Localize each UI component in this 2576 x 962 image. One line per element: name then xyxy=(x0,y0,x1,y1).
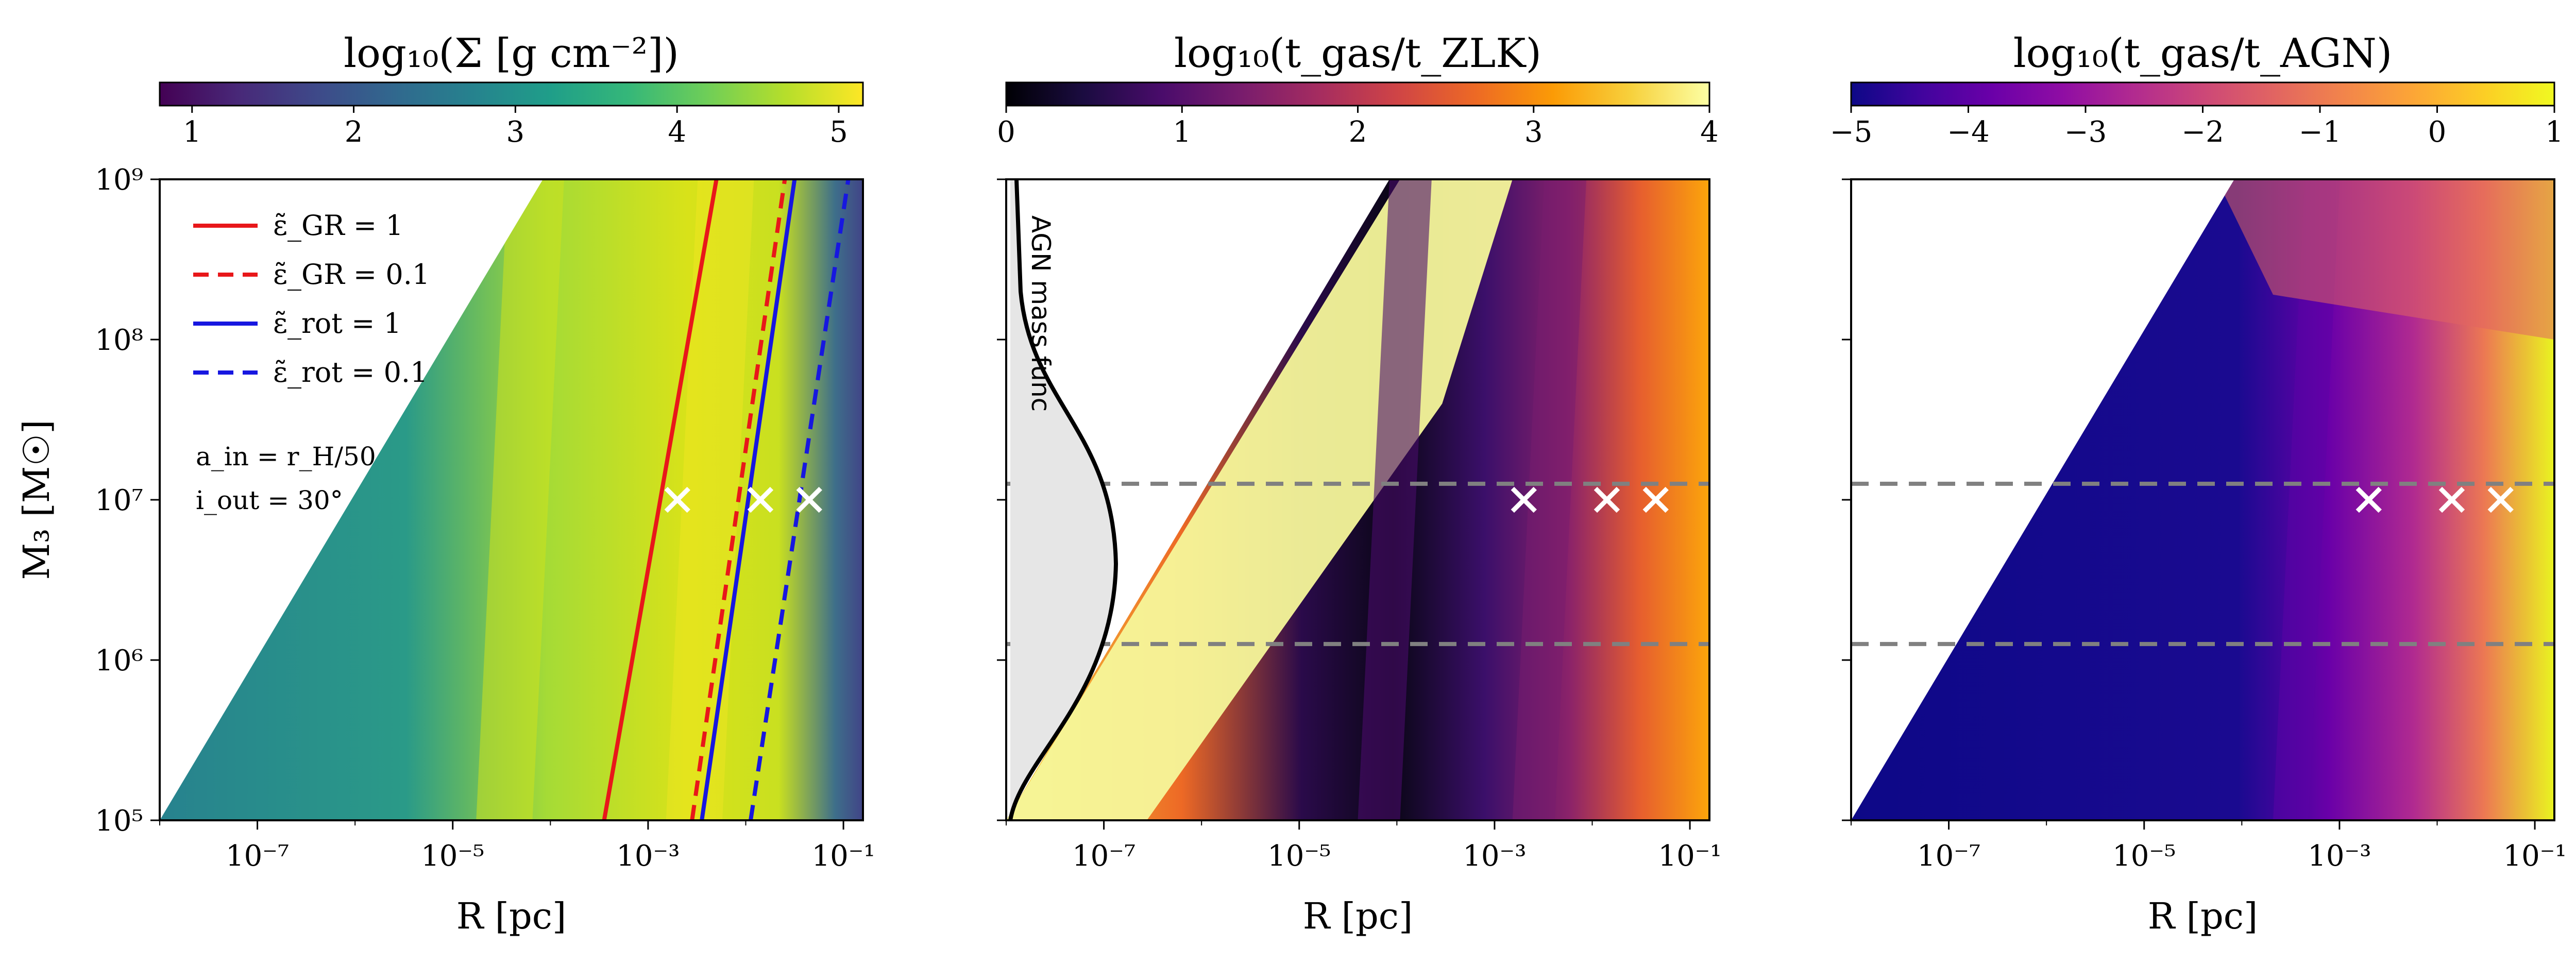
line--_GR-1 xyxy=(602,179,719,821)
colorbar xyxy=(159,81,864,107)
x-marker xyxy=(1594,486,1620,513)
colorbar-tick-label: 5 xyxy=(829,115,848,149)
x-marker xyxy=(2487,486,2514,513)
agn-mass-function-fill xyxy=(1010,179,1116,820)
legend-label: ε̃_rot = 0.1 xyxy=(273,356,428,389)
x-marker xyxy=(664,486,690,513)
colorbar-tick-label: 4 xyxy=(1700,115,1719,149)
heatmap-band xyxy=(476,179,564,820)
y-tick-label: 10⁷ xyxy=(95,484,143,517)
heatmap-band xyxy=(2273,179,2340,820)
x-tick-label: 10⁻¹ xyxy=(811,839,875,873)
panel-left: 1 2 3 4 5 log₁₀(Σ [g cm⁻²]) ε̃_GR = 1 ε̃_GR = 0… xyxy=(15,30,875,937)
panel-right: −5 −4 −3 −2 −1 0 1 log₁₀(t_gas/t_AGN) 10⁻⁷ 10⁻⁵ 10… xyxy=(1830,30,2567,937)
colorbar-tick-label: 1 xyxy=(183,115,201,149)
colorbar-tick-label: 1 xyxy=(1173,115,1191,149)
colorbar-tick-label: 3 xyxy=(1524,115,1543,149)
colorbar-tick-label: −2 xyxy=(2181,115,2224,149)
heatmap-band xyxy=(1512,179,1587,820)
colorbar-tick-label: −4 xyxy=(1947,115,1990,149)
x-tick-label: 10⁻³ xyxy=(2308,839,2371,873)
x-tick-label: 10⁻⁵ xyxy=(421,839,484,873)
x-axis-label: R [pc] xyxy=(2148,895,2258,937)
x-tick-label: 10⁻¹ xyxy=(2503,839,2566,873)
colorbar-tick-label: 3 xyxy=(506,115,525,149)
upper-region xyxy=(2216,179,2554,340)
panel-middle: 0 1 2 3 4 log₁₀(t_gas/t_ZLK) AGN mass func 10⁻⁷… xyxy=(997,30,1722,937)
colorbar-title: log₁₀(t_gas/t_ZLK) xyxy=(1174,30,1541,77)
y-tick-label: 10⁶ xyxy=(95,644,143,678)
x-axis-label: R [pc] xyxy=(1303,895,1413,937)
colorbar-tick-label: 0 xyxy=(997,115,1015,149)
colorbar-tick-label: 2 xyxy=(345,115,363,149)
x-marker xyxy=(1642,486,1669,513)
heatmap-band xyxy=(666,179,754,820)
x-marker xyxy=(747,486,774,513)
x-marker xyxy=(2438,486,2465,513)
legend-label: ε̃_GR = 1 xyxy=(273,209,403,242)
x-tick-label: 10⁻⁵ xyxy=(1267,839,1331,873)
colorbar-tick-label: 4 xyxy=(668,115,686,149)
y-tick-label: 10⁵ xyxy=(95,804,143,838)
x-tick-label: 10⁻⁷ xyxy=(226,839,289,873)
colorbar-tick-label: 0 xyxy=(2428,115,2447,149)
heatmap-band xyxy=(1358,179,1432,820)
x-tick-label: 10⁻³ xyxy=(616,839,680,873)
agn-mass-function-curve xyxy=(1008,179,1118,821)
agn-mass-function-label: AGN mass func xyxy=(1026,215,1056,412)
colorbar-title: log₁₀(Σ [g cm⁻²]) xyxy=(344,30,679,77)
colorbar-tick-label: 1 xyxy=(2545,115,2564,149)
annotation: a_in = r_H/50 xyxy=(196,442,376,471)
legend-label: ε̃_rot = 1 xyxy=(273,307,401,340)
colorbar-tick-label: −3 xyxy=(2064,115,2107,149)
x-axis-label: R [pc] xyxy=(456,895,567,937)
y-axis-label: M₃ [M☉] xyxy=(15,419,58,580)
colorbar-title: log₁₀(t_gas/t_AGN) xyxy=(2013,30,2393,77)
annotation: i_out = 30° xyxy=(196,485,343,515)
x-tick-label: 10⁻³ xyxy=(1463,839,1526,873)
x-tick-label: 10⁻⁷ xyxy=(1917,839,1980,873)
x-marker xyxy=(2355,486,2382,513)
line--_GR-0-1 xyxy=(690,179,787,821)
x-tick-label: 10⁻¹ xyxy=(1658,839,1721,873)
y-tick-label: 10⁸ xyxy=(95,324,143,357)
line--_rot-0-1 xyxy=(749,179,851,821)
x-marker xyxy=(796,486,822,513)
colorbar-tick-label: −1 xyxy=(2299,115,2342,149)
colorbar xyxy=(1005,81,1710,107)
x-tick-label: 10⁻⁵ xyxy=(2112,839,2176,873)
legend-label: ε̃_GR = 0.1 xyxy=(273,258,430,291)
colorbar-tick-label: 2 xyxy=(1349,115,1367,149)
colorbar xyxy=(1850,81,2555,107)
x-marker xyxy=(1511,486,1537,513)
x-tick-label: 10⁻⁷ xyxy=(1072,839,1136,873)
y-tick-label: 10⁹ xyxy=(95,163,143,197)
colorbar-tick-label: −5 xyxy=(1830,115,1873,149)
line--_rot-1 xyxy=(700,179,797,821)
